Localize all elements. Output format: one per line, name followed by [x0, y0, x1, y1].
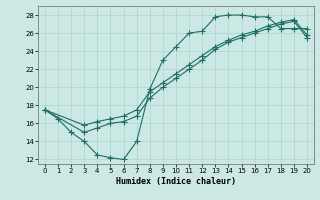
- X-axis label: Humidex (Indice chaleur): Humidex (Indice chaleur): [116, 177, 236, 186]
